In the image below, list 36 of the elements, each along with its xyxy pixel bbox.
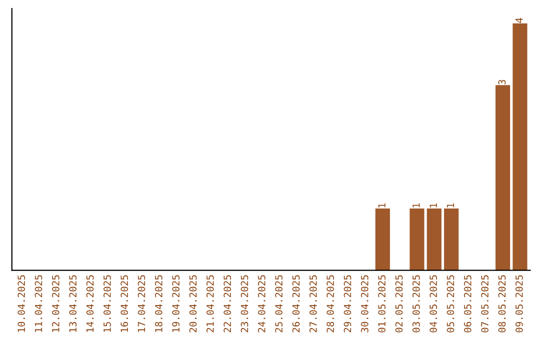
x-tick-label: 06.05.2025 [464,275,472,332]
x-tick-label: 14.04.2025 [86,275,94,332]
x-tick-label: 11.04.2025 [34,275,42,332]
data-label: 1 [378,203,386,208]
x-tick-label: 30.04.2025 [360,275,368,332]
x-tick-label: 24.04.2025 [258,275,266,332]
data-label: 1 [412,203,420,208]
x-tick-label: 16.04.2025 [120,275,128,332]
x-tick-label: 05.05.2025 [446,275,454,332]
x-tick-label: 20.04.2025 [189,275,197,332]
x-tick-label: 27.04.2025 [309,275,317,332]
data-label: 3 [498,80,506,84]
x-tick-label: 28.04.2025 [326,275,334,332]
x-tick-label: 21.04.2025 [206,275,214,332]
x-tick-label: 23.04.2025 [240,275,248,332]
x-tick-label: 15.04.2025 [104,275,111,332]
x-tick-label: 22.04.2025 [224,275,232,332]
x-tick-label: 25.04.2025 [275,275,283,332]
x-tick-label: 10.04.2025 [18,275,26,332]
x-tick-label: 19.04.2025 [172,275,180,332]
x-tick-label: 26.04.2025 [292,275,300,332]
x-tick-label: 02.05.2025 [395,275,403,332]
x-tick-label: 29.04.2025 [344,275,352,332]
data-label: 1 [446,203,454,208]
x-tick-label: 12.04.2025 [52,275,60,332]
x-tick-label: 13.04.2025 [69,275,77,332]
x-tick-label: 03.05.2025 [412,275,420,332]
x-tick-label: 08.05.2025 [498,275,506,332]
data-label: 4 [516,18,523,23]
x-tick-label: 01.05.2025 [378,275,386,332]
data-label: 1 [430,203,437,208]
x-tick-label: 07.05.2025 [481,275,488,332]
x-tick-label: 04.05.2025 [430,275,437,332]
x-tick-label: 18.04.2025 [154,275,162,332]
x-tick-label: 09.05.2025 [515,275,523,332]
x-tick-label: 17.04.2025 [138,275,146,332]
